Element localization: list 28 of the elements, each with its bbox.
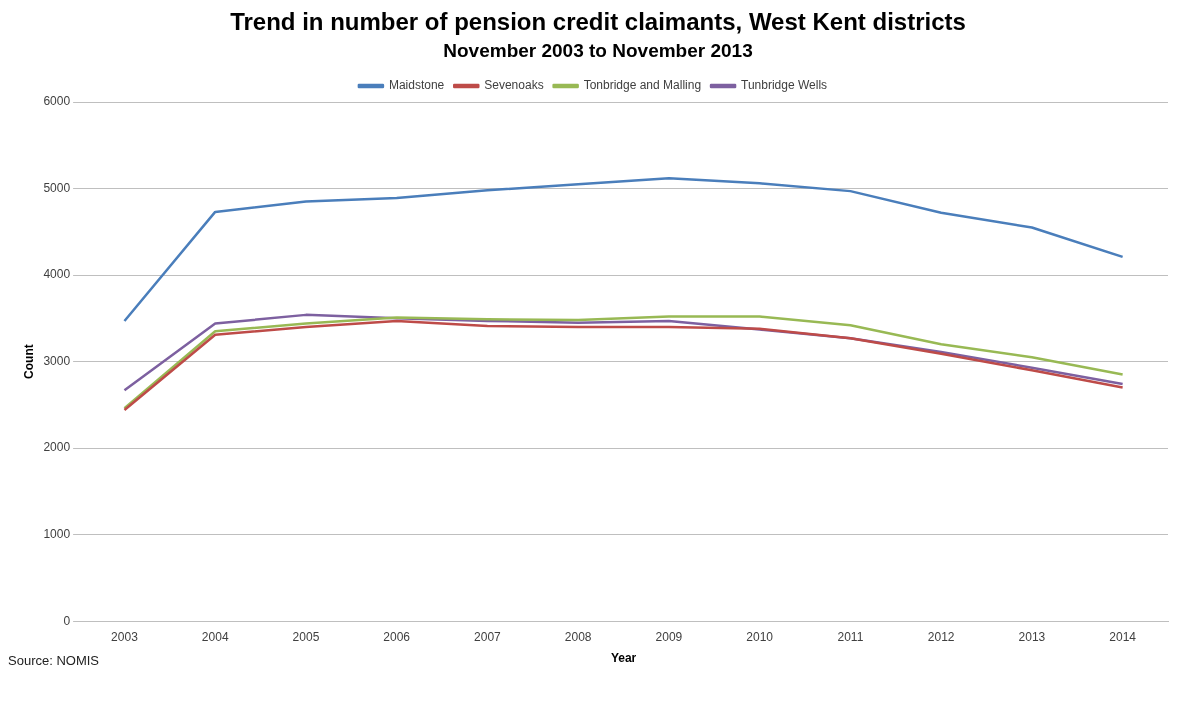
source-note: Source: NOMIS: [8, 653, 100, 668]
y-tick-label: 4000: [43, 267, 71, 282]
legend-label: Sevenoaks: [484, 78, 544, 93]
y-tick-label: 2000: [43, 440, 71, 455]
x-tick-label: 2014: [1109, 629, 1137, 644]
legend-label: Maidstone: [388, 78, 445, 93]
chart-title: Trend in number of pension credit claimants, West Kent districts: [229, 8, 967, 36]
y-tick-label: 0: [63, 613, 71, 628]
y-tick-label: 6000: [43, 94, 71, 109]
x-tick-label: 2012: [927, 629, 955, 644]
x-tick-label: 2010: [746, 629, 774, 644]
y-tick-label: 3000: [43, 353, 71, 368]
x-tick-label: 2003: [111, 629, 139, 644]
legend-label: Tonbridge and Malling: [583, 78, 702, 93]
x-tick-label: 2011: [837, 629, 864, 644]
x-axis-title: Year: [610, 651, 637, 666]
x-tick-label: 2008: [564, 629, 592, 644]
x-tick-label: 2005: [292, 629, 320, 644]
x-tick-label: 2004: [201, 629, 229, 644]
y-tick-label: 5000: [43, 180, 71, 195]
x-tick-label: 2013: [1018, 629, 1046, 644]
chart-subtitle: November 2003 to November 2013: [442, 40, 754, 62]
x-tick-label: 2007: [474, 629, 502, 644]
x-tick-label: 2006: [383, 629, 411, 644]
legend-label: Tunbridge Wells: [741, 78, 828, 93]
y-axis-title: Count: [21, 344, 36, 379]
x-tick-label: 2009: [655, 629, 683, 644]
y-tick-label: 1000: [43, 526, 71, 541]
